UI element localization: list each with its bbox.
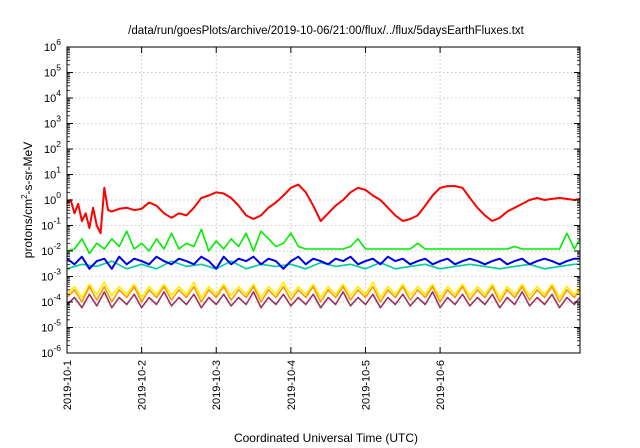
x-axis: 2019-10-1 2019-10-2 2019-10-3 2019-10-4 2019… [62, 47, 447, 410]
y-tick-label-base: 10 [44, 144, 56, 156]
y-tick-label-base: 10 [44, 195, 56, 207]
x-tick-label: 2019-10-3 [211, 360, 223, 410]
y-tick-label: 10-2 [41, 241, 61, 258]
y-tick-label-exp: -4 [53, 292, 61, 302]
y-tick-label: 105 [44, 63, 61, 80]
y-tick-label-exp: 5 [56, 63, 61, 73]
y-axis-title-rest: -s-sr-MeV [21, 142, 35, 195]
y-tick-label: 103 [44, 114, 61, 131]
y-tick-label: 100 [44, 190, 61, 207]
y-tick-label-base: 10 [44, 68, 56, 80]
y-axis-title-base: protons/cm [21, 199, 35, 258]
x-tick-label: 2019-10-6 [435, 360, 447, 410]
y-tick-label-exp: -3 [53, 267, 61, 277]
y-tick-label-base: 10 [41, 221, 53, 233]
y-tick-label-base: 10 [41, 348, 53, 360]
plot-series [66, 183, 581, 309]
y-tick-label-base: 10 [41, 297, 53, 309]
y-tick-label: 102 [44, 139, 61, 156]
y-tick-label-base: 10 [44, 42, 56, 54]
y-axis: 10-610-510-410-310-210-11001011021031041… [41, 37, 580, 360]
x-tick-label: 2019-10-2 [137, 360, 149, 410]
y-tick-label: 104 [44, 88, 61, 105]
series-line-3 [66, 255, 580, 270]
y-tick-label-exp: -6 [53, 343, 61, 353]
y-tick-label-base: 10 [41, 272, 53, 284]
y-tick-label-exp: 6 [56, 37, 61, 47]
y-tick-label-exp: -5 [53, 318, 61, 328]
series-line-0 [66, 183, 581, 235]
y-tick-label-exp: -2 [53, 241, 61, 251]
x-axis-title: Coordinated Universal Time (UTC) [234, 431, 418, 445]
grid [67, 47, 580, 353]
y-tick-label: 101 [44, 165, 61, 182]
series-line-6 [66, 291, 581, 309]
y-tick-label-exp: 0 [56, 190, 61, 200]
x-tick-label: 2019-10-1 [62, 360, 74, 410]
y-tick-label-base: 10 [44, 170, 56, 182]
y-tick-label: 10-6 [41, 343, 61, 360]
y-tick-label: 10-4 [41, 292, 61, 309]
y-tick-label-base: 10 [44, 119, 56, 131]
y-tick-label: 106 [44, 37, 61, 54]
y-tick-label-exp: 2 [56, 139, 61, 149]
y-tick-label: 10-1 [41, 216, 61, 233]
y-axis-title-sup: 2 [20, 194, 29, 199]
series-line-5 [66, 285, 581, 303]
y-tick-label-exp: 1 [56, 165, 61, 175]
y-axis-title: protons/cm2-s-sr-MeV [20, 142, 35, 258]
series-line-1 [66, 228, 581, 255]
x-tick-label: 2019-10-5 [360, 360, 372, 410]
y-tick-label-base: 10 [44, 93, 56, 105]
y-tick-label-base: 10 [41, 246, 53, 258]
series-line-4 [66, 281, 581, 299]
x-tick-label: 2019-10-4 [286, 360, 298, 410]
y-tick-label-exp: 4 [56, 88, 61, 98]
y-tick-label: 10-5 [41, 318, 61, 335]
y-tick-label-exp: 3 [56, 114, 61, 124]
y-tick-label-exp: -1 [53, 216, 61, 226]
y-tick-label-base: 10 [41, 323, 53, 335]
chart-title: /data/run/goesPlots/archive/2019-10-06/2… [128, 25, 524, 37]
y-tick-label: 10-3 [41, 267, 61, 284]
